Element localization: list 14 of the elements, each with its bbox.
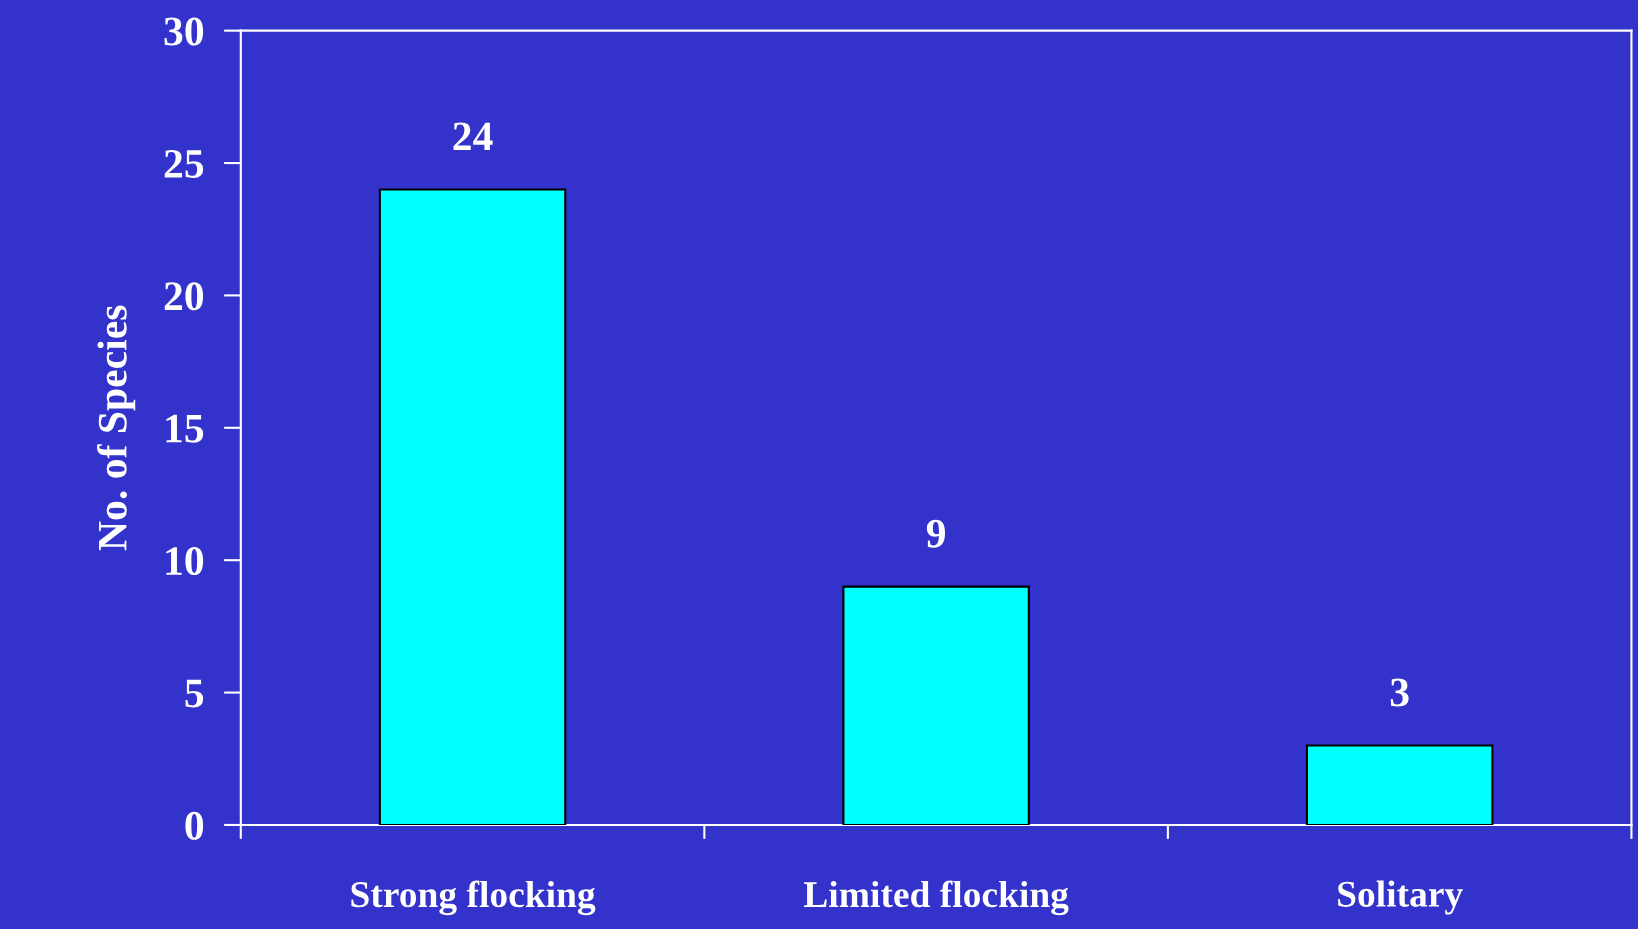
x-tick-label: Strong flocking — [351, 880, 596, 916]
data-label: 24 — [453, 122, 493, 151]
y-tick-label: 30 — [164, 17, 204, 46]
y-tick-label: 5 — [185, 679, 204, 708]
y-tick-label: 20 — [164, 282, 204, 311]
y-tick-label: 25 — [164, 149, 204, 178]
y-tick-label: 0 — [185, 811, 204, 840]
data-label: 3 — [1390, 678, 1409, 707]
y-tick-label: 15 — [166, 414, 204, 443]
x-tick-label: Limited flocking — [803, 880, 1069, 916]
data-label: 9 — [926, 519, 946, 548]
x-tick-label: Solitary — [1338, 880, 1463, 915]
y-axis-title: No. of Species — [97, 305, 136, 551]
y-tick-label: 10 — [166, 546, 204, 576]
